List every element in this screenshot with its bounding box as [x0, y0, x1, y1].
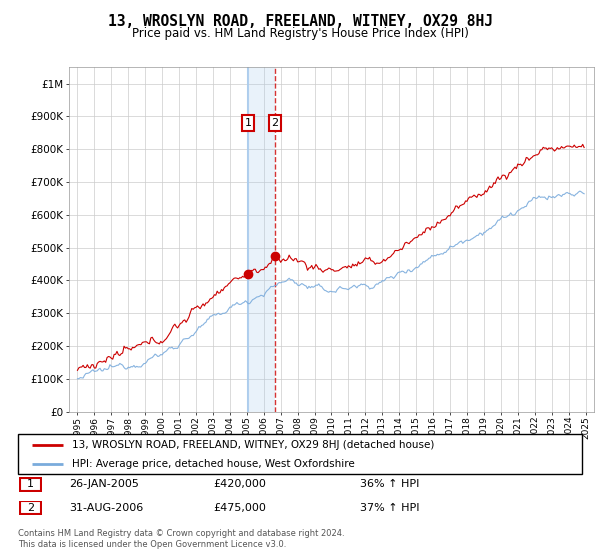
- Text: £475,000: £475,000: [213, 503, 266, 513]
- Text: 2: 2: [271, 118, 278, 128]
- Text: HPI: Average price, detached house, West Oxfordshire: HPI: Average price, detached house, West…: [71, 459, 355, 469]
- Text: 36% ↑ HPI: 36% ↑ HPI: [360, 479, 419, 489]
- Text: £420,000: £420,000: [213, 479, 266, 489]
- FancyBboxPatch shape: [18, 434, 582, 474]
- Text: 13, WROSLYN ROAD, FREELAND, WITNEY, OX29 8HJ: 13, WROSLYN ROAD, FREELAND, WITNEY, OX29…: [107, 14, 493, 29]
- Text: 26-JAN-2005: 26-JAN-2005: [69, 479, 139, 489]
- Text: 13, WROSLYN ROAD, FREELAND, WITNEY, OX29 8HJ (detached house): 13, WROSLYN ROAD, FREELAND, WITNEY, OX29…: [71, 440, 434, 450]
- Bar: [248, 67, 275, 412]
- FancyBboxPatch shape: [20, 478, 41, 491]
- FancyBboxPatch shape: [20, 501, 41, 515]
- Text: Contains HM Land Registry data © Crown copyright and database right 2024.: Contains HM Land Registry data © Crown c…: [18, 529, 344, 538]
- Text: 31-AUG-2006: 31-AUG-2006: [69, 503, 143, 513]
- Text: 1: 1: [245, 118, 251, 128]
- Text: This data is licensed under the Open Government Licence v3.0.: This data is licensed under the Open Gov…: [18, 540, 286, 549]
- Text: Price paid vs. HM Land Registry's House Price Index (HPI): Price paid vs. HM Land Registry's House …: [131, 27, 469, 40]
- Text: 2: 2: [27, 503, 34, 513]
- Text: 1: 1: [27, 479, 34, 489]
- Text: 37% ↑ HPI: 37% ↑ HPI: [360, 503, 419, 513]
